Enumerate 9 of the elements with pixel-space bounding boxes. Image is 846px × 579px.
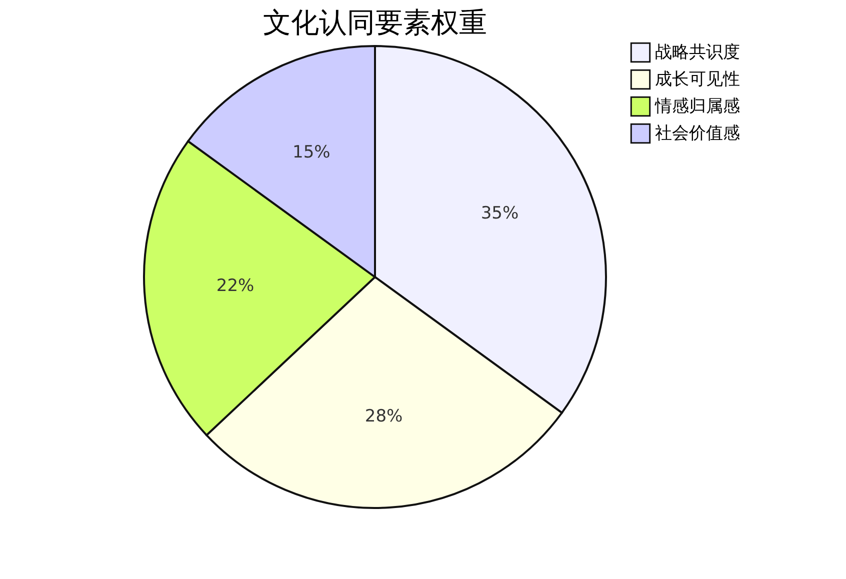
legend-label: 情感归属感 — [654, 96, 740, 116]
chart-title: 文化认同要素权重 — [263, 6, 487, 39]
data-label: 22% — [216, 276, 254, 296]
legend-label: 战略共识度 — [655, 42, 740, 62]
data-label: 15% — [292, 142, 330, 162]
legend-label: 社会价值感 — [655, 124, 740, 144]
data-label: 35% — [480, 203, 519, 224]
data-label: 28% — [364, 406, 403, 427]
legend-label: 成长可见性 — [655, 70, 740, 90]
